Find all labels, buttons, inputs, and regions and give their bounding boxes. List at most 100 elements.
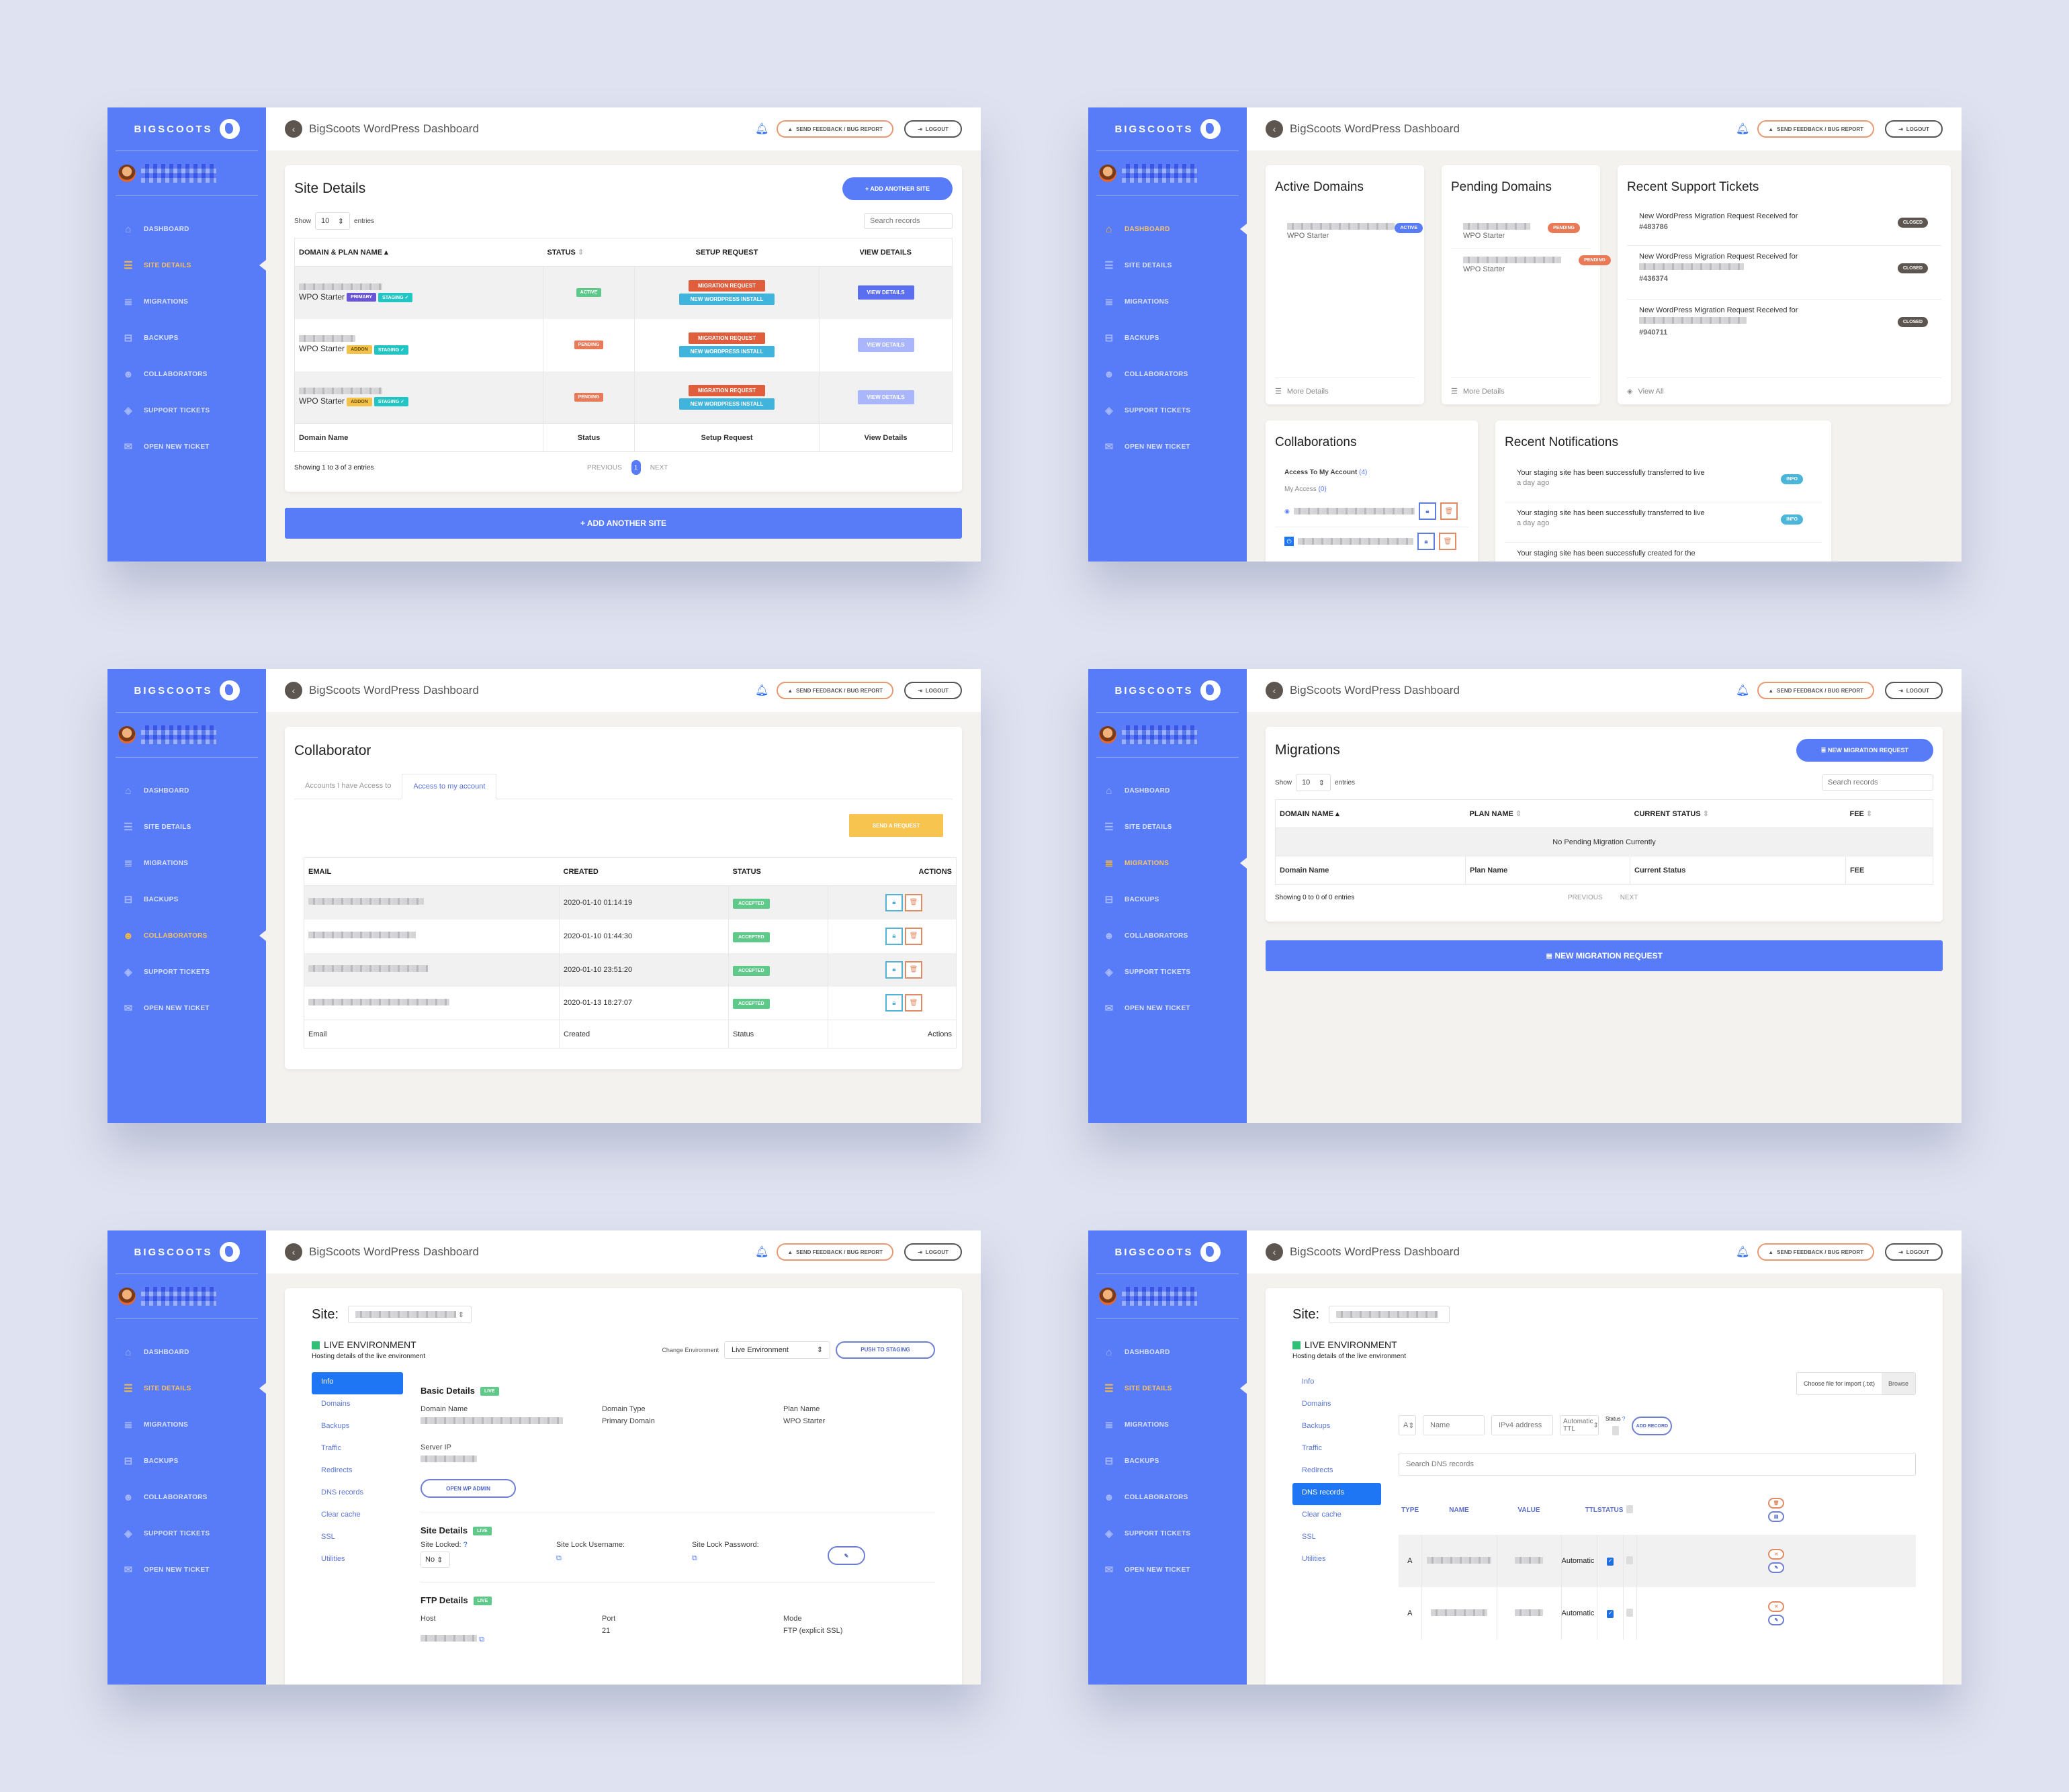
sidebar-item-site-details[interactable]: ☰ SITE DETAILS	[1088, 247, 1247, 283]
send-request-button[interactable]: SEND A REQUEST	[849, 814, 943, 837]
brand-logo[interactable]: BIGSCOOTS	[107, 107, 266, 150]
edit-button[interactable]: ✎	[828, 1546, 865, 1565]
migration-request-button[interactable]: MIGRATION REQUEST	[689, 280, 765, 292]
sidebar-item-open-new-ticket[interactable]: ✉ OPEN NEW TICKET	[107, 1552, 266, 1588]
tab-backups[interactable]: Backups	[1302, 1422, 1331, 1430]
tab-utilities[interactable]: Utilities	[1302, 1555, 1326, 1563]
lock-button[interactable]: 🔒︎	[1417, 533, 1435, 550]
sidebar-item-open-new-ticket[interactable]: ✉ OPEN NEW TICKET	[107, 429, 266, 465]
list-item[interactable]: WPO Starter ACTIVE	[1275, 215, 1423, 248]
tab-backups[interactable]: Backups	[321, 1422, 350, 1430]
bell-icon[interactable]: 🔔︎	[754, 124, 769, 135]
notification-item[interactable]: Your staging site has been successfully …	[1505, 502, 1822, 543]
sidebar-item-collaborators[interactable]: ☻ COLLABORATORS	[1103, 930, 1188, 942]
copy-icon[interactable]: ⧉	[692, 1554, 697, 1562]
sidebar-item-support-tickets[interactable]: ◈ SUPPORT TICKETS	[107, 1515, 266, 1552]
lock-button[interactable]: 🔒︎	[1418, 502, 1436, 520]
ticket-item[interactable]: New WordPress Migration Request Received…	[1627, 300, 1941, 343]
delete-button[interactable]: 🗑︎	[905, 927, 922, 945]
page-size-select[interactable]: 10 ⇕	[315, 212, 351, 230]
page-size-select[interactable]: 10 ⇕	[1296, 774, 1331, 791]
record-type-select[interactable]: A ⇕	[1399, 1415, 1416, 1435]
migration-request-button[interactable]: MIGRATION REQUEST	[689, 384, 765, 396]
column-header-status[interactable]: CURRENT STATUS ⇕	[1630, 799, 1846, 828]
sidebar-item-backups[interactable]: ⊟ BACKUPS	[107, 1443, 266, 1479]
sidebar-item-dashboard[interactable]: ⌂ DASHBOARD	[107, 1334, 266, 1370]
sidebar-item-backups[interactable]: ⊟ BACKUPS	[1088, 1443, 1247, 1479]
sidebar-item-support-tickets[interactable]: ◈ SUPPORT TICKETS	[107, 954, 266, 990]
brand-logo[interactable]: BIGSCOOTS	[107, 669, 266, 712]
tab-domains[interactable]: Domains	[1302, 1400, 1331, 1408]
dns-search-input[interactable]: Search DNS records	[1399, 1453, 1916, 1476]
new-migration-request-button[interactable]: ≣ NEW MIGRATION REQUEST	[1796, 739, 1933, 762]
name-input[interactable]: Name	[1423, 1415, 1485, 1435]
tab-ssl[interactable]: SSL	[321, 1533, 335, 1541]
tab-clear-cache[interactable]: Clear cache	[321, 1511, 361, 1519]
my-access-link[interactable]: My Access (0)	[1284, 486, 1327, 493]
user-profile[interactable]	[1088, 151, 1247, 195]
back-button[interactable]: ‹	[285, 682, 302, 699]
send-feedback-button[interactable]: ▲ SEND FEEDBACK / BUG REPORT	[1757, 682, 1875, 699]
sidebar-item-collaborators[interactable]: ☻ COLLABORATORS	[122, 1491, 208, 1503]
logout-button[interactable]: ⇥ LOGOUT	[904, 1243, 962, 1261]
bell-icon[interactable]: 🔔︎	[754, 685, 769, 697]
sidebar-item-dashboard[interactable]: ⌂ DASHBOARD	[107, 772, 266, 809]
previous-button[interactable]: PREVIOUS	[1568, 894, 1603, 901]
view-details-button[interactable]: VIEW DETAILS	[857, 285, 914, 300]
brand-logo[interactable]: BIGSCOOTS	[1088, 1230, 1247, 1273]
search-input[interactable]: Search records	[1822, 774, 1933, 791]
sidebar-item-site-details[interactable]: ☰ SITE DETAILS	[107, 247, 266, 283]
ticket-item[interactable]: New WordPress Migration Request Received…	[1627, 206, 1941, 246]
tab-accounts-i-have-access-to[interactable]: Accounts I have Access to	[305, 782, 392, 790]
brand-logo[interactable]: BIGSCOOTS	[1088, 107, 1247, 150]
migration-request-button[interactable]: MIGRATION REQUEST	[689, 332, 765, 344]
notification-item[interactable]: Your staging site has been successfully …	[1517, 549, 1696, 557]
new-wordpress-install-button[interactable]: NEW WORDPRESS INSTALL	[679, 294, 775, 306]
bell-icon[interactable]: 🔔︎	[1735, 685, 1750, 697]
send-feedback-button[interactable]: ▲ SEND FEEDBACK / BUG REPORT	[777, 682, 894, 699]
logout-button[interactable]: ⇥ LOGOUT	[1885, 1243, 1943, 1261]
user-profile[interactable]	[1088, 1274, 1247, 1318]
sidebar-item-collaborators[interactable]: ☻ COLLABORATORS	[1103, 1491, 1188, 1503]
bell-icon[interactable]: 🔔︎	[754, 1247, 769, 1258]
new-migration-request-wide-button[interactable]: ≣ NEW MIGRATION REQUEST	[1266, 940, 1943, 971]
logout-button[interactable]: ⇥ LOGOUT	[1885, 120, 1943, 138]
send-feedback-button[interactable]: ▲ SEND FEEDBACK / BUG REPORT	[777, 120, 894, 138]
user-profile[interactable]	[1088, 713, 1247, 757]
view-details-button[interactable]: VIEW DETAILS	[857, 390, 914, 404]
sidebar-item-site-details[interactable]: ☰ SITE DETAILS	[1088, 1370, 1247, 1406]
next-button[interactable]: NEXT	[1620, 894, 1638, 901]
edit-record-button[interactable]: ✎	[1768, 1562, 1785, 1573]
ipv4-input[interactable]: IPv4 address	[1491, 1415, 1553, 1435]
notification-item[interactable]: Your staging site has been successfully …	[1505, 462, 1822, 502]
previous-button[interactable]: PREVIOUS	[587, 463, 622, 472]
sidebar-item-site-details[interactable]: ☰ SITE DETAILS	[1088, 809, 1247, 845]
logout-button[interactable]: ⇥ LOGOUT	[1885, 682, 1943, 699]
tab-ssl[interactable]: SSL	[1302, 1533, 1316, 1541]
sidebar-item-backups[interactable]: ⊟ BACKUPS	[1088, 320, 1247, 356]
back-button[interactable]: ‹	[1266, 120, 1283, 138]
edit-record-button[interactable]: ✎	[1768, 1615, 1785, 1625]
sidebar-item-collaborators[interactable]: ☻ COLLABORATORS	[107, 917, 266, 954]
bell-icon[interactable]: 🔔︎	[1735, 1247, 1750, 1258]
sidebar-item-migrations[interactable]: ≣ MIGRATIONS	[107, 1406, 266, 1443]
delete-button[interactable]: 🗑︎	[1440, 502, 1458, 520]
site-locked-select[interactable]: No ⇕	[421, 1552, 450, 1568]
sidebar-item-backups[interactable]: ⊟ BACKUPS	[1088, 881, 1247, 917]
tab-info[interactable]: Info	[1302, 1378, 1315, 1386]
add-another-site-wide-button[interactable]: + ADD ANOTHER SITE	[285, 508, 962, 539]
new-wordpress-install-button[interactable]: NEW WORDPRESS INSTALL	[679, 398, 775, 410]
back-button[interactable]: ‹	[285, 120, 302, 138]
list-item[interactable]: WPO Starter PENDING	[1451, 215, 1591, 249]
access-to-my-account-link[interactable]: Access To My Account (4)	[1284, 469, 1368, 476]
tab-access-to-my-account[interactable]: Access to my account	[402, 774, 497, 799]
brand-logo[interactable]: BIGSCOOTS	[1088, 669, 1247, 712]
send-feedback-button[interactable]: ▲ SEND FEEDBACK / BUG REPORT	[1757, 120, 1875, 138]
copy-icon[interactable]: ⧉	[556, 1554, 562, 1562]
sidebar-item-migrations[interactable]: ≣ MIGRATIONS	[107, 283, 266, 320]
back-button[interactable]: ‹	[1266, 682, 1283, 699]
site-select[interactable]: ⇕	[348, 1306, 472, 1323]
lock-button[interactable]: 🔒︎	[885, 994, 903, 1012]
tab-clear-cache[interactable]: Clear cache	[1302, 1511, 1341, 1519]
next-button[interactable]: NEXT	[650, 463, 668, 472]
